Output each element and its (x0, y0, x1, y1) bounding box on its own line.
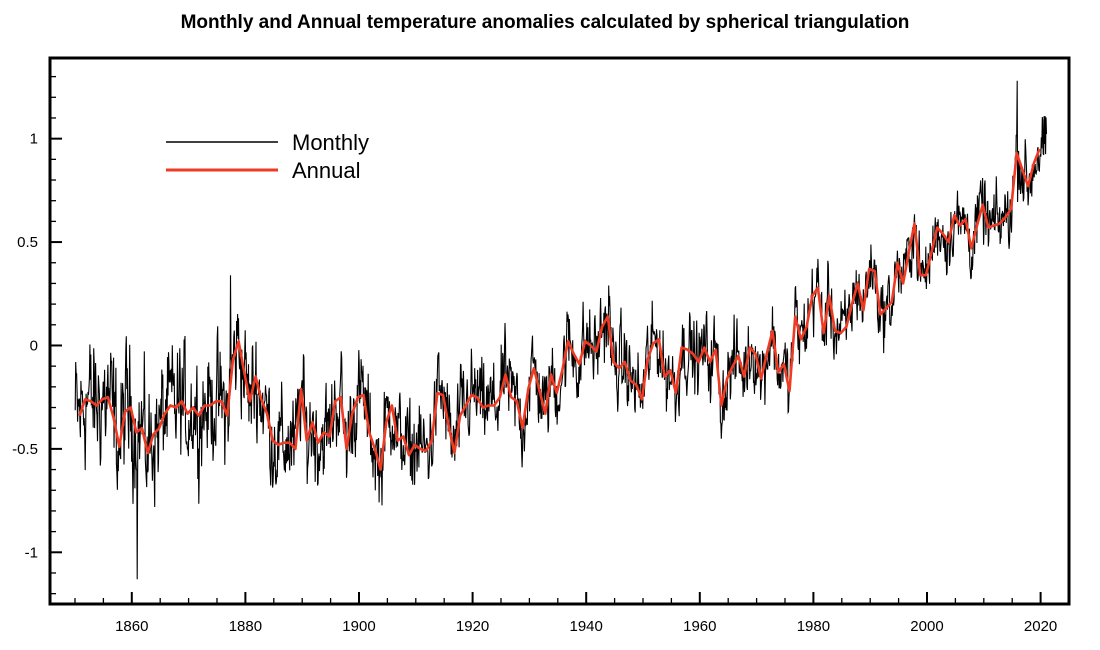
x-tick-label: 1960 (683, 618, 716, 635)
x-tick-label: 1980 (797, 618, 830, 635)
x-tick-label: 1860 (115, 618, 148, 635)
x-axis: 1860 1880 1900 1920 1940 1960 1980 2000 2020 (74, 592, 1070, 635)
x-tick-label: 2020 (1024, 618, 1057, 635)
annual-series (78, 148, 1041, 471)
plot-frame (48, 56, 1071, 606)
annual-line (78, 148, 1041, 471)
y-tick-label: 1 (30, 131, 38, 148)
y-tick-label: 0.5 (17, 234, 38, 251)
monthly-series (74, 80, 1048, 580)
legend-label-monthly: Monthly (292, 130, 369, 155)
y-tick-label: -0.5 (12, 441, 38, 458)
y-tick-label: 0 (30, 337, 38, 354)
legend-label-annual: Annual (292, 158, 361, 183)
x-tick-label: 1900 (342, 618, 375, 635)
x-tick-label: 1920 (456, 618, 489, 635)
x-tick-label: 1940 (570, 618, 603, 635)
chart-title: Monthly and Annual temperature anomalies… (180, 12, 910, 33)
y-axis: -1 -0.5 0 0.5 1 (12, 75, 62, 595)
monthly-line (74, 80, 1048, 580)
x-tick-label: 1880 (229, 618, 262, 635)
x-tick-label: 2000 (910, 618, 943, 635)
legend: Monthly Annual (166, 130, 369, 183)
y-tick-label: -1 (25, 544, 38, 561)
